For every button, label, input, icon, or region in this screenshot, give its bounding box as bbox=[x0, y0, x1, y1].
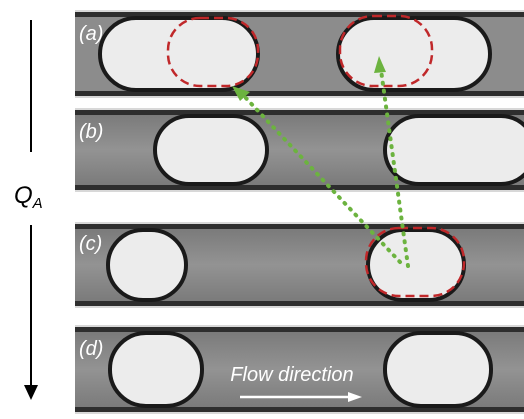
droplet bbox=[108, 230, 186, 300]
panel: (d) Flow direction bbox=[75, 325, 524, 414]
droplet bbox=[100, 18, 258, 90]
axis-arrowhead bbox=[24, 385, 38, 400]
droplet bbox=[385, 333, 491, 406]
droplet bbox=[155, 116, 267, 184]
axis-subscript: A bbox=[32, 195, 43, 212]
axis-label: QA bbox=[14, 182, 43, 212]
droplet bbox=[338, 18, 490, 90]
droplet bbox=[110, 333, 202, 406]
panel-label: (a) bbox=[79, 23, 103, 45]
panel: (c) bbox=[75, 222, 524, 308]
figure: QA (a) (b) (c) (d) Flow dire bbox=[0, 0, 524, 419]
annotation: Flow direction bbox=[230, 364, 353, 386]
droplet bbox=[385, 116, 524, 184]
panel: (b) bbox=[75, 108, 524, 192]
panel: (a) bbox=[75, 10, 524, 98]
panel-label: (b) bbox=[79, 121, 103, 143]
panel-label: (c) bbox=[79, 233, 102, 255]
panel-label: (d) bbox=[79, 338, 103, 360]
